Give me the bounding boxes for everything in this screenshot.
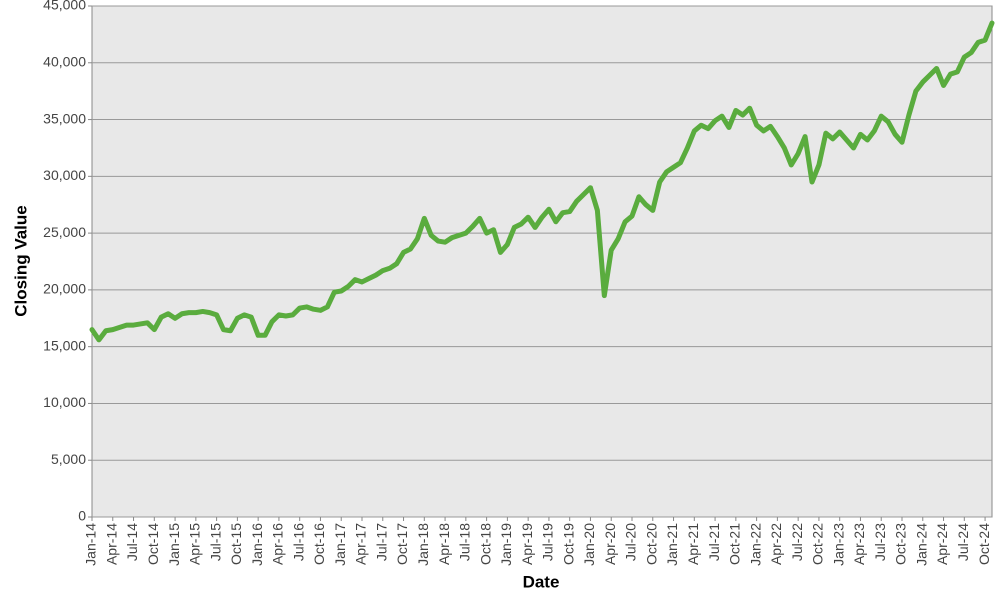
plot-area xyxy=(91,5,993,518)
x-tick-label: Jan-16 xyxy=(249,523,265,566)
y-tick-label: 10,000 xyxy=(43,394,86,410)
y-tick-label: 0 xyxy=(78,508,86,524)
y-tick-label: 20,000 xyxy=(43,281,86,297)
x-tick-label: Jul-22 xyxy=(789,523,805,561)
x-tick-label: Apr-16 xyxy=(270,523,286,565)
x-tick-label: Jan-15 xyxy=(166,523,182,566)
x-tick-label: Jul-18 xyxy=(457,523,473,561)
x-tick-label: Jul-19 xyxy=(540,523,556,561)
x-tick-label: Jul-17 xyxy=(373,523,389,561)
x-tick-label: Jan-20 xyxy=(581,523,597,566)
x-tick-label: Apr-17 xyxy=(353,523,369,565)
x-tick-label: Apr-18 xyxy=(436,523,452,565)
x-tick-label: Jul-20 xyxy=(623,523,639,561)
y-tick-label: 45,000 xyxy=(43,0,86,13)
x-tick-label: Oct-23 xyxy=(893,523,909,565)
data-line xyxy=(89,20,995,343)
y-tick-label: 25,000 xyxy=(43,224,86,240)
x-tick-label: Apr-14 xyxy=(103,523,119,565)
x-tick-label: Jul-16 xyxy=(290,523,306,561)
y-tick-label: 5,000 xyxy=(51,451,86,467)
x-tick-label: Oct-14 xyxy=(145,523,161,565)
x-tick-label: Apr-22 xyxy=(768,523,784,565)
y-tick-label: 15,000 xyxy=(43,337,86,353)
y-tick-label: 30,000 xyxy=(43,167,86,183)
x-tick-label: Jan-17 xyxy=(332,523,348,566)
x-tick-label: Oct-15 xyxy=(228,523,244,565)
x-tick-label: Apr-23 xyxy=(851,523,867,565)
x-tick-label: Jan-24 xyxy=(913,523,929,566)
x-tick-label: Oct-17 xyxy=(394,523,410,565)
x-tick-label: Jul-15 xyxy=(207,523,223,561)
x-tick-label: Jul-24 xyxy=(955,523,971,561)
x-tick-label: Jan-19 xyxy=(498,523,514,566)
x-tick-label: Apr-19 xyxy=(519,523,535,565)
x-tick-label: Jan-21 xyxy=(664,523,680,566)
x-tick-label: Oct-18 xyxy=(477,523,493,565)
y-axis-title: Closing Value xyxy=(11,205,30,316)
x-tick-label: Oct-20 xyxy=(643,523,659,565)
x-tick-label: Apr-24 xyxy=(934,523,950,565)
x-tick-label: Apr-20 xyxy=(602,523,618,565)
x-tick-label: Jan-18 xyxy=(415,523,431,566)
x-tick-label: Oct-19 xyxy=(560,523,576,565)
x-axis-title: Date xyxy=(523,572,560,591)
x-tick-label: Jan-22 xyxy=(747,523,763,566)
x-tick-label: Jul-14 xyxy=(124,523,140,561)
x-tick-label: Jan-23 xyxy=(830,523,846,566)
x-tick-label: Apr-21 xyxy=(685,523,701,565)
x-tick-label: Apr-15 xyxy=(187,523,203,565)
x-tick-label: Jul-21 xyxy=(706,523,722,561)
y-tick-label: 40,000 xyxy=(43,53,86,69)
y-tick-label: 35,000 xyxy=(43,110,86,126)
x-tick-label: Jan-14 xyxy=(83,523,99,566)
x-tick-label: Oct-24 xyxy=(976,523,992,565)
x-tick-label: Oct-16 xyxy=(311,523,327,565)
x-tick-label: Oct-21 xyxy=(727,523,743,565)
x-tick-label: Jul-23 xyxy=(872,523,888,561)
x-tick-label: Oct-22 xyxy=(810,523,826,565)
